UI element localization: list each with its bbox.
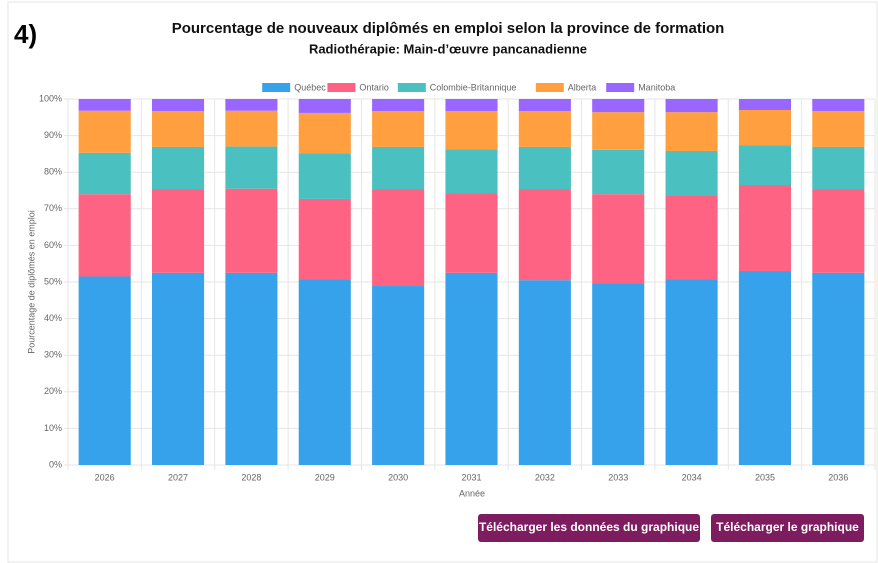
x-axis-label: Année — [459, 488, 485, 498]
bar-segment — [152, 272, 205, 465]
bar-segment — [225, 272, 278, 465]
bar-segment — [152, 99, 205, 112]
bar-segment — [445, 272, 498, 465]
x-tick-label: 2036 — [828, 472, 848, 482]
bar-segment — [592, 112, 645, 150]
download-button-label[interactable]: Télécharger les données du graphique — [479, 520, 699, 534]
bar-segment — [518, 146, 571, 190]
bar-segment — [518, 111, 571, 147]
y-tick-label: 0% — [49, 459, 62, 469]
bar-segment — [372, 99, 425, 112]
y-axis-label: Pourcentage de diplômés en emploi — [26, 210, 36, 354]
y-tick-label: 80% — [44, 167, 62, 177]
x-tick-label: 2026 — [95, 472, 115, 482]
bar-segment — [78, 194, 131, 277]
bar-segment — [812, 99, 865, 112]
x-tick-label: 2027 — [168, 472, 188, 482]
bar-segment — [518, 189, 571, 281]
y-tick-label: 30% — [44, 350, 62, 360]
bar-segment — [298, 198, 351, 280]
bar-segment — [78, 276, 131, 465]
bar-segment — [592, 149, 645, 195]
legend-swatch — [535, 83, 564, 92]
bar-segment — [812, 111, 865, 147]
bar-segment — [812, 146, 865, 190]
bar-segment — [738, 271, 791, 465]
bar-segment — [372, 189, 425, 287]
bar-segment — [78, 152, 131, 195]
y-tick-label: 10% — [44, 423, 62, 433]
bar-segment — [298, 279, 351, 465]
bar-segment — [152, 189, 205, 273]
bar-segment — [225, 146, 278, 189]
download-button[interactable] — [711, 514, 864, 542]
bar-segment — [665, 112, 718, 151]
bar-segment — [445, 111, 498, 150]
bar-segment — [665, 99, 718, 113]
legend-label: Ontario — [359, 82, 389, 92]
bar-segment — [372, 111, 425, 147]
bar-segment — [372, 286, 425, 465]
bar-segment — [665, 195, 718, 280]
download-button-label[interactable]: Télécharger le graphique — [716, 520, 859, 534]
bar-segment — [518, 99, 571, 112]
bar-segment — [445, 193, 498, 273]
legend-swatch — [262, 83, 291, 92]
y-tick-label: 50% — [44, 276, 62, 286]
chart-title: Pourcentage de nouveaux diplômés en empl… — [172, 20, 725, 37]
bar-segment — [592, 194, 645, 284]
legend-label: Manitoba — [638, 82, 675, 92]
y-tick-label: 70% — [44, 203, 62, 213]
bar-segment — [592, 99, 645, 113]
bar-segment — [738, 185, 791, 272]
bar-segment — [298, 99, 351, 113]
bar-segment — [665, 279, 718, 465]
legend-swatch — [606, 83, 635, 92]
bar-segment — [738, 109, 791, 146]
bar-segment — [812, 272, 865, 465]
bar-segment — [78, 99, 131, 111]
bar-segment — [372, 146, 425, 190]
bar-segment — [518, 280, 571, 465]
bar-segment — [665, 150, 718, 196]
download-button[interactable] — [478, 514, 700, 542]
legend-swatch — [327, 83, 356, 92]
x-tick-label: 2035 — [755, 472, 775, 482]
y-tick-label: 40% — [44, 313, 62, 323]
bar-segment — [738, 99, 791, 110]
bar-segment — [152, 111, 205, 147]
y-tick-label: 100% — [39, 93, 62, 103]
x-tick-label: 2029 — [315, 472, 335, 482]
bar-segment — [225, 188, 278, 273]
bar-segment — [445, 149, 498, 194]
x-tick-label: 2030 — [388, 472, 408, 482]
legend-label: Québec — [294, 82, 326, 92]
y-tick-label: 20% — [44, 386, 62, 396]
bar-segment — [445, 99, 498, 112]
legend-label: Colombie-Britannique — [430, 82, 517, 92]
x-tick-label: 2028 — [241, 472, 261, 482]
x-tick-label: 2032 — [535, 472, 555, 482]
bar-segment — [738, 145, 791, 186]
x-tick-label: 2033 — [608, 472, 628, 482]
bar-segment — [298, 153, 351, 199]
y-tick-label: 60% — [44, 240, 62, 250]
legend-swatch — [397, 83, 426, 92]
bar-segment — [298, 112, 351, 154]
x-tick-label: 2031 — [461, 472, 481, 482]
bar-segment — [152, 146, 205, 190]
bar-segment — [812, 189, 865, 273]
bar-segment — [225, 110, 278, 147]
bar-segment — [78, 110, 131, 153]
x-tick-label: 2034 — [682, 472, 702, 482]
legend-label: Alberta — [568, 82, 597, 92]
bar-segment — [592, 283, 645, 465]
chart-subtitle: Radiothérapie: Main-d’œuvre pancanadienn… — [309, 41, 587, 56]
page-label: 4) — [14, 19, 37, 49]
bar-segment — [225, 99, 278, 111]
y-tick-label: 90% — [44, 130, 62, 140]
